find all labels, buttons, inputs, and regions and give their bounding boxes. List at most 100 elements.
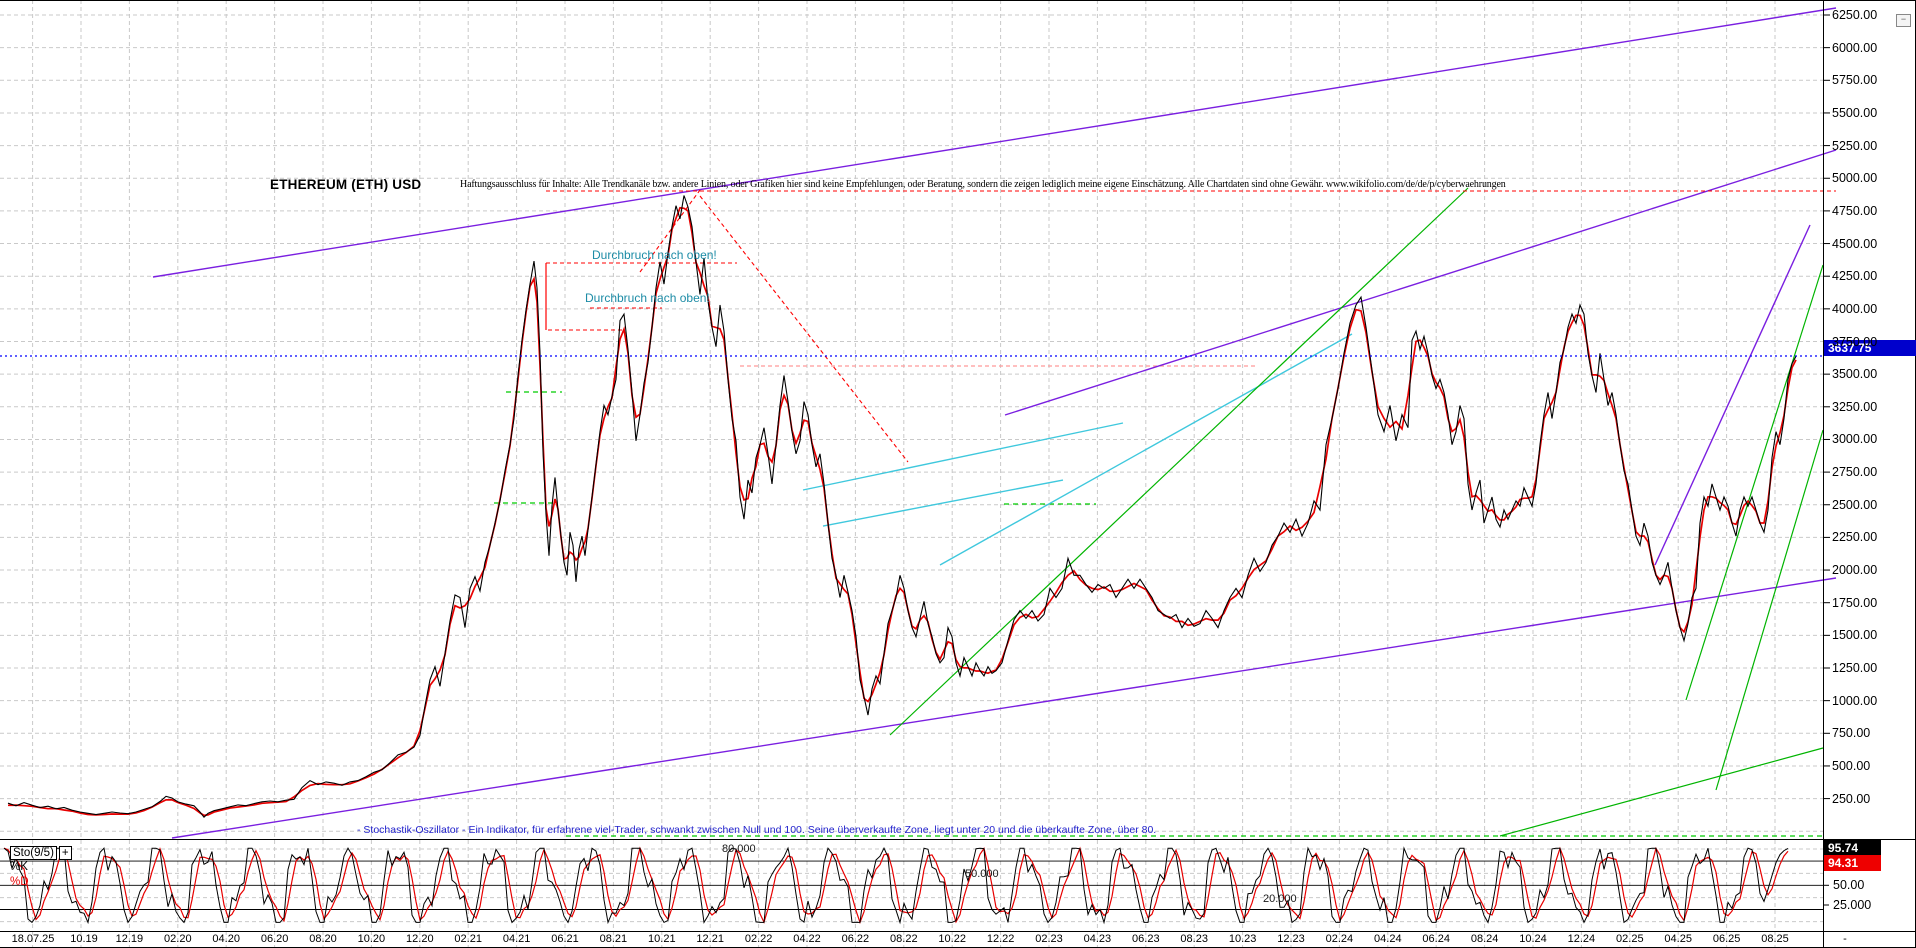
oscillator-k-label: %K <box>10 861 28 873</box>
green-trendline <box>889 187 1469 736</box>
oscillator-level-20: 20.000 <box>1263 893 1297 905</box>
green-trendline <box>1499 747 1824 837</box>
time-axis-label: 10.22 <box>938 933 966 945</box>
price-series-red <box>7 206 1797 817</box>
price-axis-label: 500.00 <box>1832 758 1871 773</box>
time-axis-label: 04.21 <box>502 933 531 945</box>
cyan-trendline <box>802 422 1124 491</box>
time-axis-label: 04.24 <box>1374 933 1402 945</box>
price-axis-label: 1000.00 <box>1832 693 1878 708</box>
time-axis-label: 06.21 <box>551 933 579 945</box>
green-trendline <box>1715 429 1824 791</box>
time-axis-label: 10.21 <box>648 933 676 945</box>
oscillator-k-badge: 95.74 <box>1824 840 1881 856</box>
time-axis-label: 02.25 <box>1616 933 1644 945</box>
time-axis-label: 12.21 <box>696 933 724 945</box>
time-axis-label: 10.20 <box>357 933 386 945</box>
price-axis-label: 3750.00 <box>1832 334 1878 349</box>
time-axis-label: 08.23 <box>1180 933 1208 945</box>
time-axis-label: 06.20 <box>260 933 289 945</box>
price-axis-label: 750.00 <box>1832 726 1871 741</box>
oscillator-k-line <box>3 846 1789 925</box>
oscillator-axis-25: 25.000 <box>1833 898 1872 912</box>
price-axis-label: 6250.00 <box>1832 8 1878 22</box>
time-axis-label: 10.19 <box>70 933 98 945</box>
time-axis-label: 10.23 <box>1228 933 1257 945</box>
instrument-title: ETHEREUM (ETH) USD <box>270 177 422 192</box>
oscillator-d-label: %D <box>10 876 29 888</box>
oscillator-description: - Stochastik-Oszillator - Ein Indikator,… <box>357 824 1157 836</box>
disclaimer-text: Haftungsausschluss für Inhalte: Alle Tre… <box>460 179 1506 190</box>
cyan-trendline <box>822 479 1064 527</box>
time-axis-label: 02.24 <box>1325 933 1354 945</box>
time-axis-label: 08.20 <box>309 933 337 945</box>
time-axis-label: 12.24 <box>1567 933 1596 945</box>
price-axis-label: 250.00 <box>1832 791 1871 806</box>
price-axis-label: 3500.00 <box>1832 367 1878 382</box>
price-axis-label: 3000.00 <box>1832 432 1878 447</box>
time-axis-end-dash: - <box>1843 933 1847 945</box>
time-axis-label: 02.23 <box>1035 933 1063 945</box>
price-axis-label: 5500.00 <box>1832 105 1878 120</box>
purple-trendline <box>152 7 1837 278</box>
purple-trendline <box>1004 149 1837 416</box>
time-axis-label: 06.25 <box>1712 933 1741 945</box>
time-axis-label: 12.22 <box>986 933 1015 945</box>
price-axis-label: 4500.00 <box>1832 236 1878 251</box>
annotation-breakout-2: Durchbruch nach oben! <box>585 291 710 305</box>
oscillator-header: Sto(9/5) + <box>10 843 72 861</box>
time-axis-label: 12.20 <box>406 933 434 945</box>
oscillator-add-icon[interactable]: + <box>58 846 72 860</box>
current-price-badge: 3637.75 <box>1824 340 1916 356</box>
oscillator-d-line <box>3 846 1789 925</box>
time-axis-label: 06.22 <box>841 933 870 945</box>
oscillator-name-box[interactable]: Sto(9/5) <box>10 846 57 860</box>
price-axis-label: 4000.00 <box>1832 301 1878 316</box>
price-axis-label: 5750.00 <box>1832 73 1878 88</box>
time-axis-label: 12.23 <box>1277 933 1305 945</box>
price-series <box>7 195 1797 819</box>
time-axis-label: 02.20 <box>164 933 192 945</box>
time-axis-label: 04.20 <box>212 933 240 945</box>
time-axis-label: 12.19 <box>115 933 144 945</box>
price-axis-label: 1500.00 <box>1832 628 1878 643</box>
red-dashed-line <box>699 195 909 463</box>
time-axis-label: 08.21 <box>599 933 628 945</box>
price-axis-label: 1750.00 <box>1832 595 1878 610</box>
time-axis-label: 08.24 <box>1470 933 1499 945</box>
oscillator-level-50: 50.000 <box>965 868 999 880</box>
time-axis-label: 04.25 <box>1664 933 1692 945</box>
price-axis-label: 5250.00 <box>1832 138 1878 153</box>
oscillator-d-badge: 94.31 <box>1824 855 1881 871</box>
purple-trendline <box>1654 224 1811 566</box>
time-axis-label: 06.24 <box>1422 933 1450 945</box>
oscillator-level-80: 80.000 <box>722 843 756 855</box>
price-axis-label: 1250.00 <box>1832 661 1878 675</box>
red-dashed-line <box>639 189 701 273</box>
price-axis-label: 2750.00 <box>1832 465 1878 480</box>
price-axis-label: 2000.00 <box>1832 563 1878 578</box>
time-axis-label: 04.23 <box>1083 933 1112 945</box>
time-axis-label: 10.24 <box>1519 933 1547 945</box>
cyan-trendline <box>939 333 1353 566</box>
price-axis-label: 6000.00 <box>1832 40 1878 55</box>
price-axis-label: 2250.00 <box>1832 530 1878 545</box>
green-trendline <box>1685 264 1824 701</box>
purple-trendline <box>171 577 1837 839</box>
price-axis-label: 4250.00 <box>1832 269 1878 284</box>
time-axis-label: 02.22 <box>744 933 773 945</box>
price-axis-label: 2500.00 <box>1832 497 1878 512</box>
oscillator-axis-50: 50.00 <box>1833 878 1865 892</box>
time-axis-label: 04.22 <box>793 933 821 945</box>
price-axis-label: 5000.00 <box>1832 171 1878 186</box>
time-axis-start-date: 18.07.25 <box>11 933 55 945</box>
price-axis-label: 3250.00 <box>1832 399 1878 414</box>
time-axis-label: 08.22 <box>890 933 918 945</box>
collapse-axis-icon[interactable]: − <box>1896 14 1911 27</box>
time-axis-label: 08.25 <box>1761 933 1789 945</box>
annotation-breakout-1: Durchbruch nach oben! <box>592 248 717 262</box>
time-axis-label: 02.21 <box>454 933 482 945</box>
time-axis-label: 06.23 <box>1132 933 1160 945</box>
